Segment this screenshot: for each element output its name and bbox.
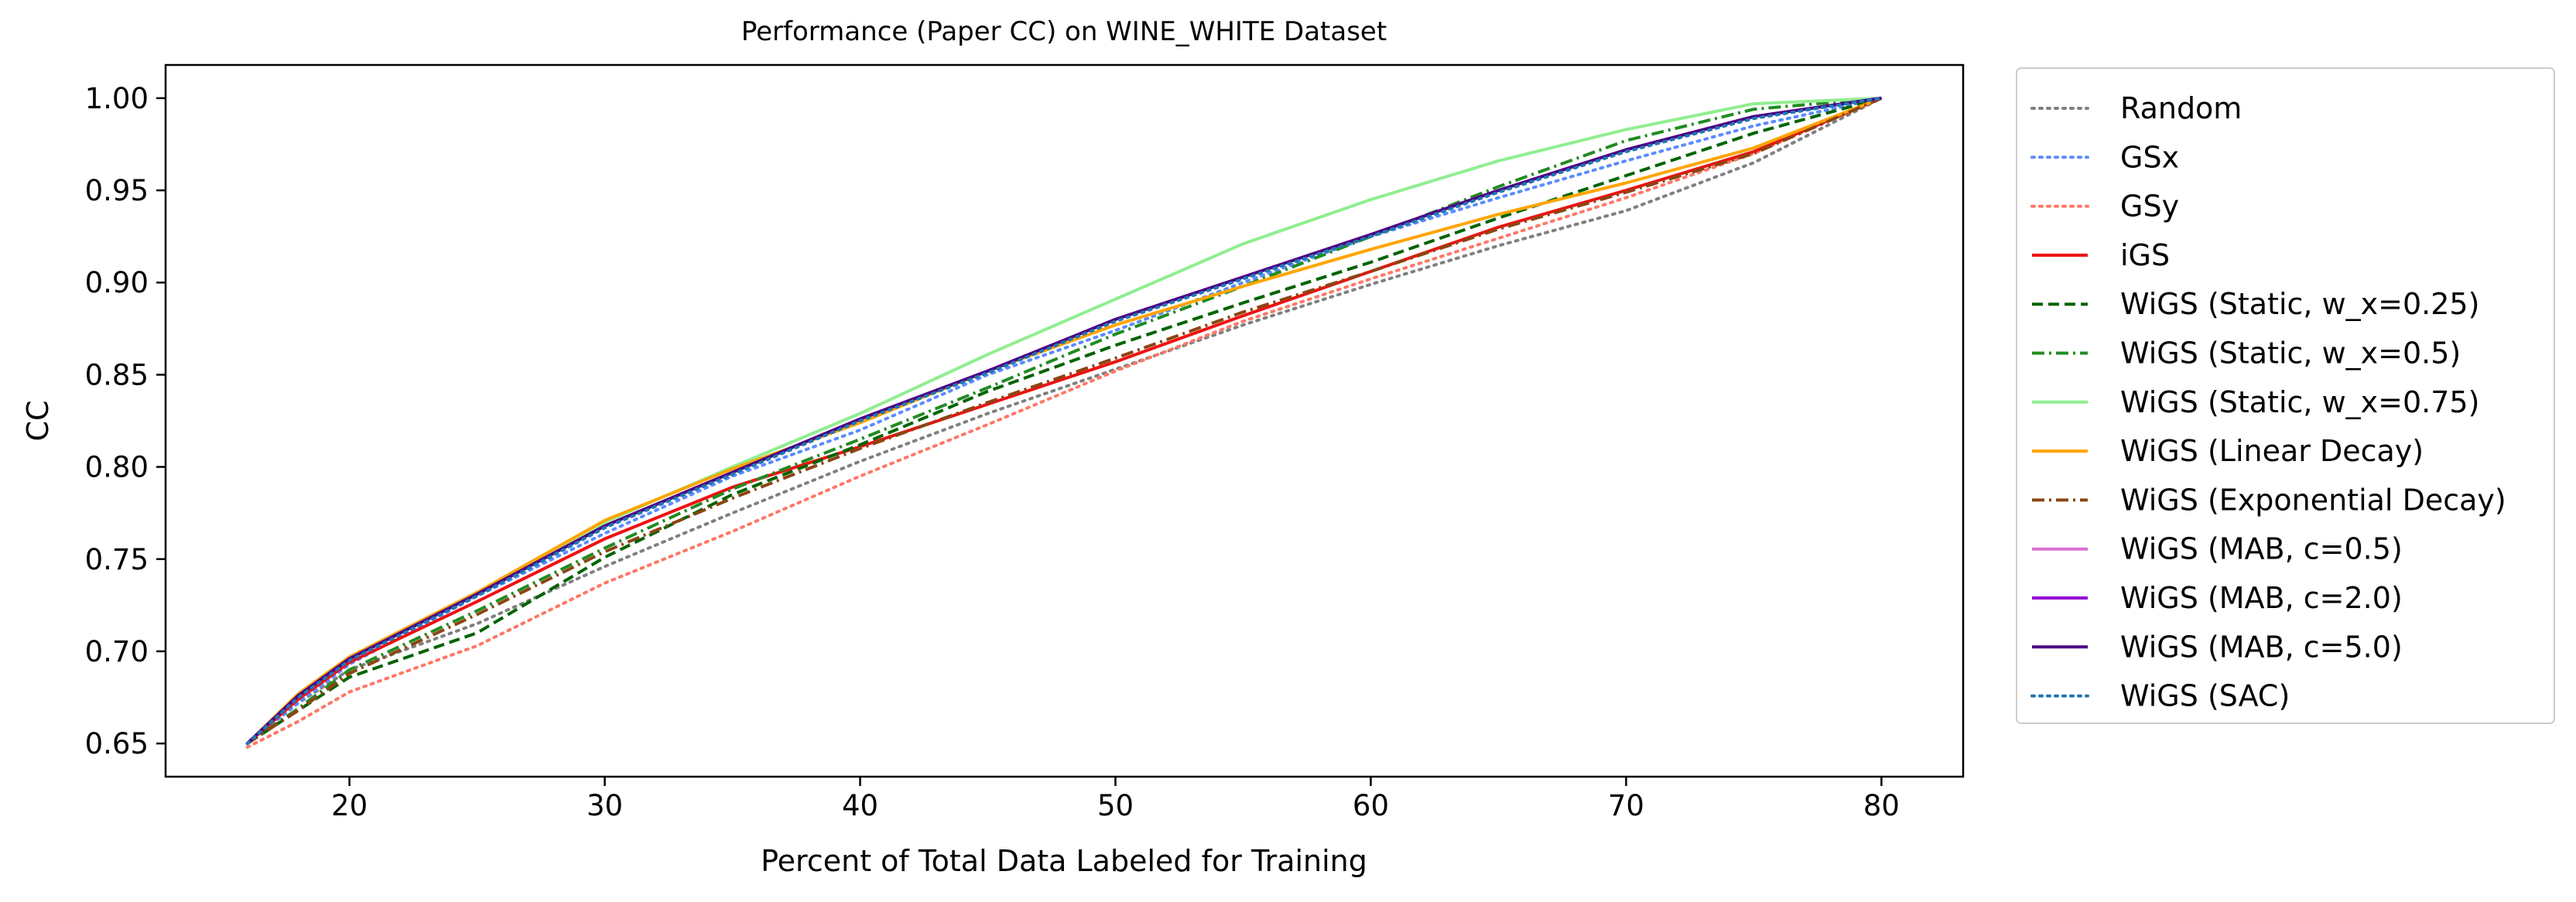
legend: Random GSx GSy iGS WiGS (Static, w_x=0.25) Wi… <box>2016 67 2555 724</box>
legend-label: WiGS (Static, w_x=0.5) <box>2120 337 2461 371</box>
y-tick-label: 0.95 <box>85 174 149 207</box>
y-tick-label: 0.70 <box>85 635 149 668</box>
legend-label: WiGS (Static, w_x=0.75) <box>2120 385 2479 419</box>
legend-label: WiGS (SAC) <box>2120 679 2290 713</box>
legend-label: Random <box>2120 91 2242 125</box>
legend-label: WiGS (MAB, c=2.0) <box>2120 581 2403 615</box>
y-tick-label: 0.80 <box>85 451 149 484</box>
chart-title: Performance (Paper CC) on WINE_WHITE Dat… <box>741 16 1387 47</box>
y-tick-label: 0.75 <box>85 543 149 576</box>
x-tick-label: 80 <box>1863 789 1900 822</box>
y-tick-label: 0.65 <box>85 727 149 760</box>
y-axis-label: CC <box>21 400 55 441</box>
legend-label: iGS <box>2120 238 2170 272</box>
series-layer <box>245 96 1883 749</box>
y-tick-label: 0.85 <box>85 358 149 391</box>
x-axis-label: Percent of Total Data Labeled for Traini… <box>761 844 1367 878</box>
series-line-5 <box>246 96 1882 745</box>
y-tick-label: 0.90 <box>85 266 149 299</box>
series-line-12 <box>245 96 1883 746</box>
x-tick-label: 40 <box>842 789 878 822</box>
legend-frame <box>2016 67 2555 724</box>
x-tick-label: 60 <box>1353 789 1389 822</box>
legend-label: WiGS (Static, w_x=0.25) <box>2120 287 2479 321</box>
y-tick-label: 1.00 <box>85 82 149 115</box>
x-tick-label: 30 <box>587 789 623 822</box>
legend-label: GSx <box>2120 140 2179 174</box>
series-line-2 <box>245 96 1883 749</box>
x-tick-label: 70 <box>1608 789 1644 822</box>
x-tick-label: 20 <box>331 789 368 822</box>
series-line-11 <box>246 96 1882 745</box>
legend-label: GSy <box>2120 190 2179 224</box>
legend-label: WiGS (MAB, c=0.5) <box>2120 532 2403 566</box>
axis-layer: 20 30 40 50 60 70 80 0.65 0.70 0.75 0.80 0.85 0.90 0.… <box>85 82 1900 822</box>
legend-label: WiGS (MAB, c=5.0) <box>2120 630 2403 664</box>
legend-label: WiGS (Linear Decay) <box>2120 434 2424 468</box>
x-tick-label: 50 <box>1097 789 1134 822</box>
legend-label: WiGS (Exponential Decay) <box>2120 483 2506 517</box>
series-line-4 <box>246 96 1882 745</box>
plot-frame <box>164 63 1965 778</box>
series-line-3 <box>246 97 1883 745</box>
series-line-8 <box>246 97 1883 745</box>
